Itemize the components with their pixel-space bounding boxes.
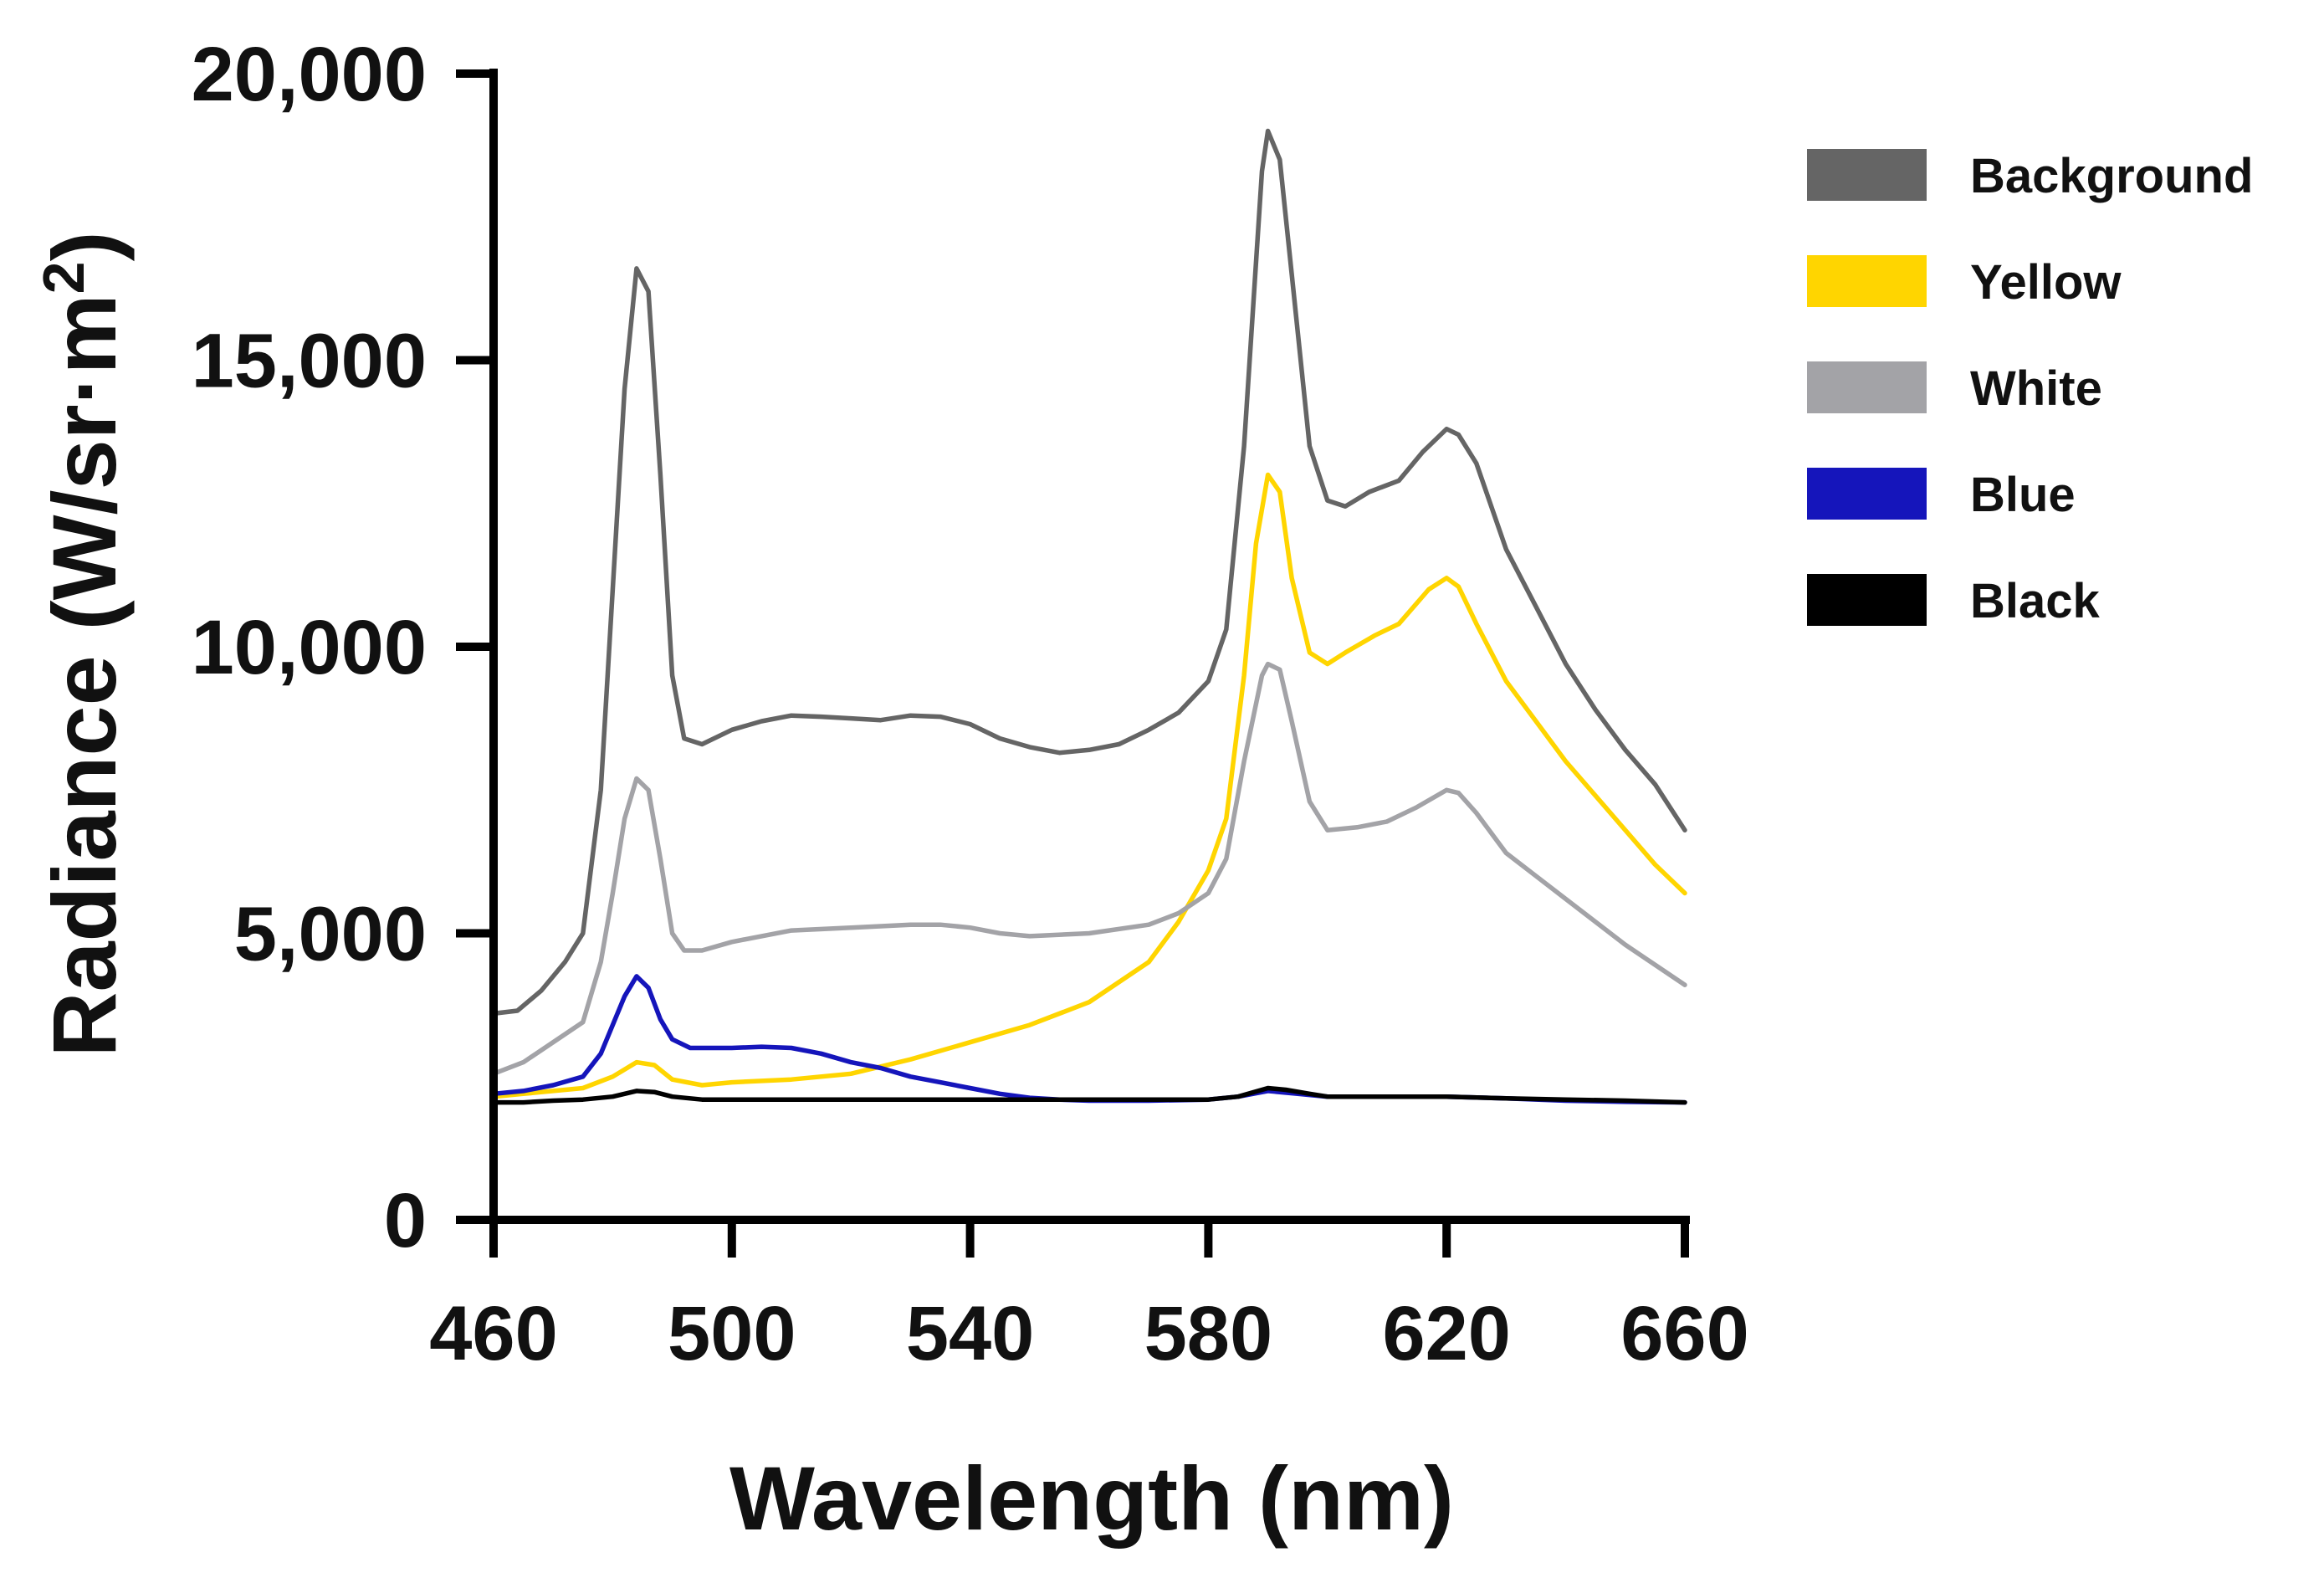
series-line-black: [491, 1085, 1687, 1105]
legend-label-black: Black: [1970, 574, 2101, 628]
legend-label-yellow: Yellow: [1970, 255, 2122, 310]
x-tick-label: 580: [1144, 1291, 1273, 1376]
y-tick-label: 20,000: [192, 32, 427, 117]
y-tick-label: 15,000: [192, 319, 427, 404]
legend-label-blue: Blue: [1970, 468, 2076, 522]
x-tick-label: 620: [1382, 1291, 1511, 1376]
series-line-background: [491, 128, 1687, 1017]
series-line-yellow: [491, 472, 1687, 1099]
legend: Background Yellow White Blue Black: [1807, 149, 2253, 628]
y-axis-title: Radiance (W/sr·m2): [31, 231, 135, 1057]
legend-swatch-yellow: [1807, 255, 1927, 307]
series-line-blue: [491, 974, 1687, 1105]
legend-label-background: Background: [1970, 149, 2253, 203]
y-tick-label: 5,000: [234, 892, 427, 977]
x-ticks: 460 500 540 580 620 660: [429, 1220, 1749, 1376]
x-tick-label: 540: [906, 1291, 1035, 1376]
y-ticks: 0 5,000 10,000 15,000 20,000: [192, 32, 494, 1263]
series-line-white: [491, 661, 1687, 1077]
y-tick-label: 10,000: [192, 605, 427, 690]
legend-swatch-black: [1807, 574, 1927, 626]
legend-swatch-blue: [1807, 468, 1927, 520]
legend-swatch-white: [1807, 361, 1927, 413]
x-axis-title: Wavelength (nm): [729, 1447, 1454, 1549]
legend-label-white: White: [1970, 361, 2102, 416]
legend-swatch-background: [1807, 149, 1927, 201]
y-axis-title-main: Radiance (W/sr·m: [33, 294, 135, 1057]
y-axis-title-close: ): [33, 231, 135, 261]
x-tick-label: 460: [429, 1291, 558, 1376]
y-axis-title-superscript: 2: [31, 261, 96, 294]
plot-lines: [491, 128, 1687, 1105]
x-tick-label: 660: [1620, 1291, 1749, 1376]
x-tick-label: 500: [668, 1291, 796, 1376]
y-tick-label: 0: [384, 1178, 427, 1263]
